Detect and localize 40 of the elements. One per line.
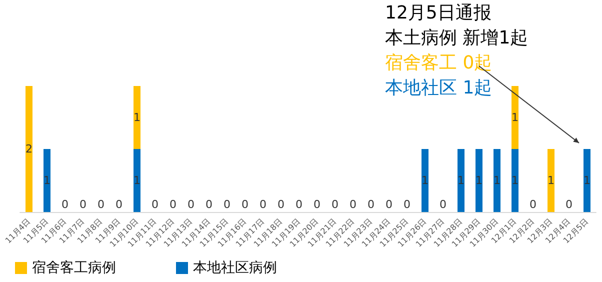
data-label: 0	[188, 198, 194, 211]
data-label: 1	[512, 111, 518, 124]
data-label: 0	[206, 198, 212, 211]
data-label: 1	[458, 174, 464, 187]
data-label: 0	[62, 198, 68, 211]
data-label: 0	[152, 198, 158, 211]
data-label: 2	[26, 142, 32, 156]
data-label: 1	[476, 174, 482, 187]
data-label: 0	[386, 198, 392, 211]
data-label: 0	[566, 198, 572, 211]
data-label: 1	[512, 174, 518, 187]
data-label: 0	[440, 198, 446, 211]
data-label: 0	[80, 198, 86, 211]
data-label: 0	[170, 198, 176, 211]
data-label: 0	[332, 198, 338, 211]
data-label: 0	[296, 198, 302, 211]
data-label: 1	[134, 111, 140, 124]
text: 宿舍客工 0起	[385, 52, 492, 74]
text: 本土病例 新增1起	[385, 28, 528, 48]
data-label: 1	[494, 174, 500, 187]
data-label: 1	[584, 174, 590, 187]
data-label: 0	[530, 198, 536, 211]
data-label: 1	[548, 174, 554, 187]
data-label: 1	[44, 174, 50, 187]
data-label: 0	[98, 198, 104, 211]
data-label: 0	[350, 198, 356, 211]
legend-label: 宿舍客工病例	[32, 260, 116, 276]
data-label: 1	[422, 174, 428, 187]
annotation: 本地社区 1起	[385, 78, 492, 98]
text: 12月5日通报	[385, 2, 492, 24]
data-label: 0	[224, 198, 230, 211]
data-label: 0	[242, 198, 248, 211]
data-label: 0	[314, 198, 320, 211]
data-label: 0	[278, 198, 284, 211]
data-label: 1	[134, 174, 140, 187]
legend-label: 本地社区病例	[193, 260, 277, 276]
data-label: 0	[260, 198, 266, 211]
data-label: 0	[116, 198, 122, 211]
data-label: 0	[404, 198, 410, 211]
data-label: 0	[368, 198, 374, 211]
